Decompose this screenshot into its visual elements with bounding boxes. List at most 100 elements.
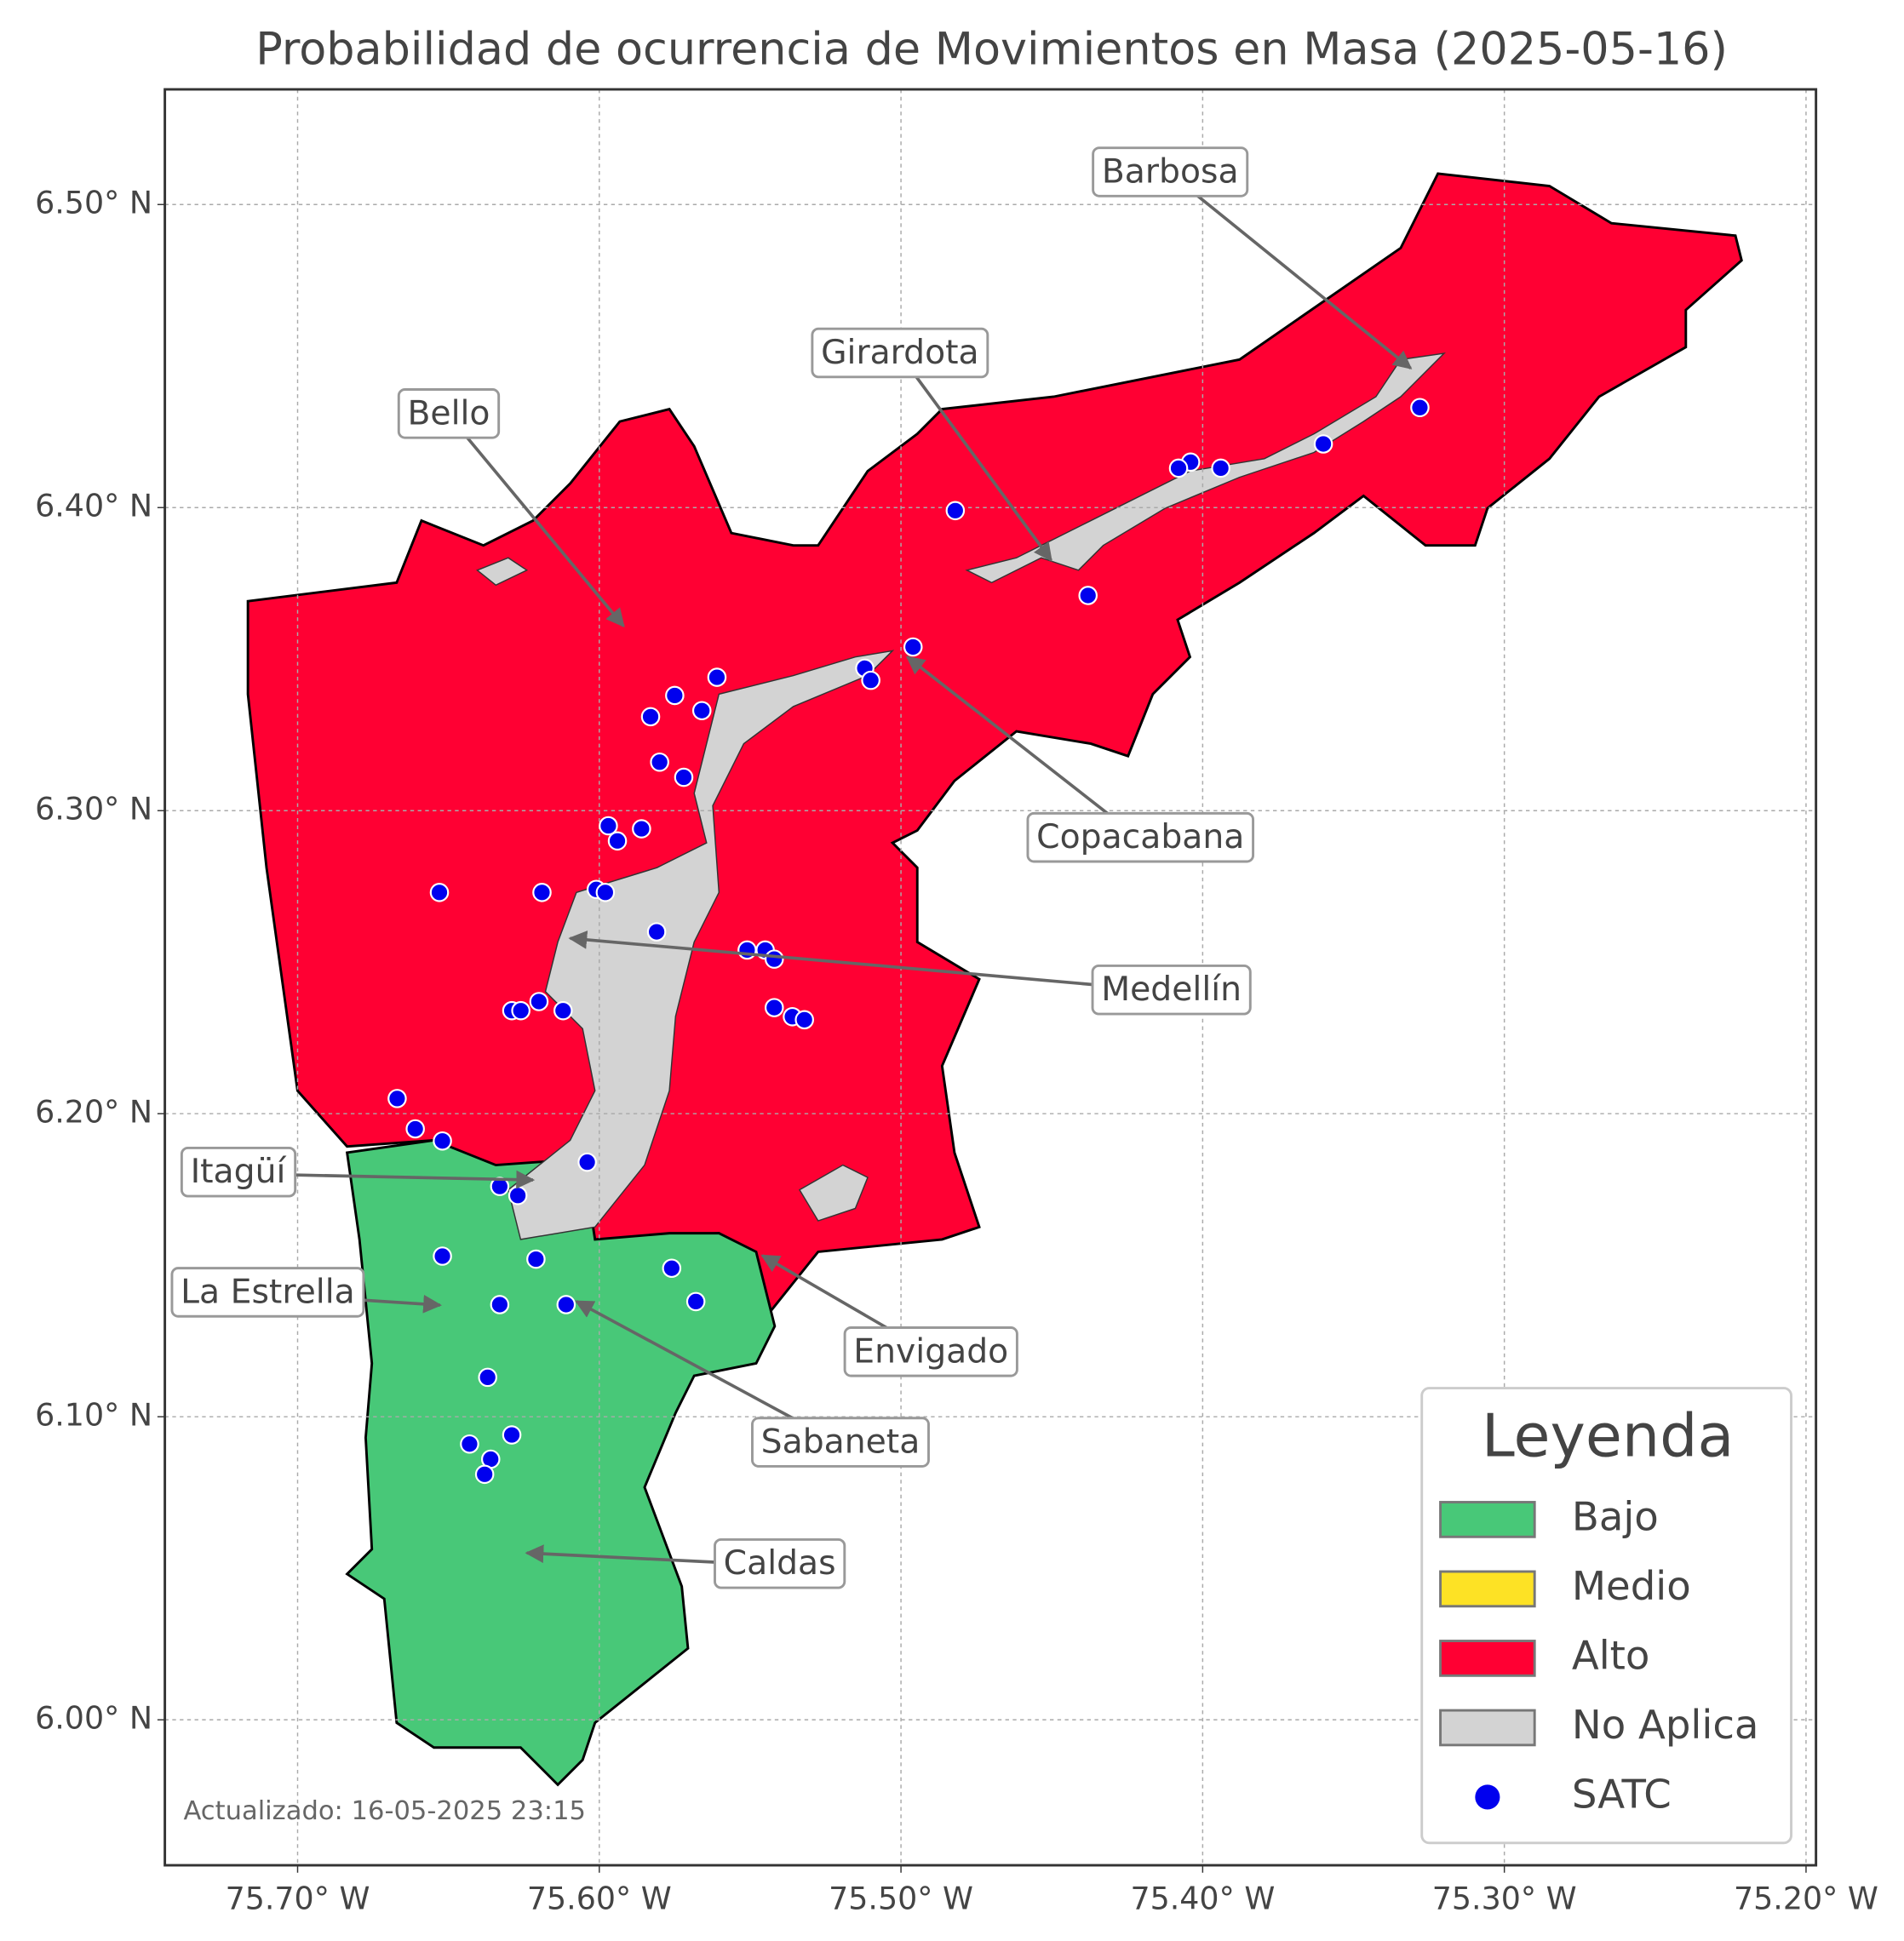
no-aplica-region xyxy=(476,557,529,587)
legend-label: Alto xyxy=(1572,1632,1650,1678)
annotation-box xyxy=(170,1267,365,1318)
satc-station xyxy=(861,670,880,690)
legend-swatch xyxy=(1439,1709,1536,1747)
no-aplica-region xyxy=(508,650,895,1240)
y-tick-label: 6.20° N xyxy=(35,1094,152,1131)
satc-station xyxy=(433,1246,452,1266)
satc-station xyxy=(405,1119,425,1139)
satc-station xyxy=(945,501,966,521)
annotation-arrow xyxy=(898,353,1052,562)
satc-station xyxy=(511,1000,530,1021)
annotation-box xyxy=(180,1146,297,1198)
satc-station xyxy=(665,685,685,706)
annotation-arrow xyxy=(1169,172,1413,369)
annotation-arrow xyxy=(447,414,625,627)
legend-label: SATC xyxy=(1572,1771,1672,1817)
annotation-box xyxy=(843,1326,1018,1377)
legend-label: Bajo xyxy=(1572,1493,1659,1539)
legend-label: No Aplica xyxy=(1572,1702,1759,1748)
satc-station xyxy=(526,1249,546,1269)
y-tick-label: 6.30° N xyxy=(35,791,152,827)
x-tick-label: 75.70° W xyxy=(226,1880,370,1916)
satc-station xyxy=(577,1152,597,1172)
satc-station xyxy=(433,1131,452,1151)
satc-station xyxy=(691,701,712,721)
satc-station xyxy=(1078,586,1098,605)
satc-station xyxy=(764,998,784,1017)
annotation-box xyxy=(811,327,989,379)
satc-station xyxy=(685,1291,706,1312)
satc-station xyxy=(490,1295,510,1314)
satc-station xyxy=(607,831,628,851)
satc-station xyxy=(502,1425,522,1445)
satc-station xyxy=(903,637,923,657)
map-title: Probabilidad de ocurrencia de Movimiento… xyxy=(255,23,1728,75)
annotation-arrow xyxy=(905,656,1142,841)
legend-marker xyxy=(1475,1784,1500,1810)
x-tick-label: 75.20° W xyxy=(1734,1880,1878,1916)
annotation-box xyxy=(1091,964,1252,1016)
x-tick-label: 75.30° W xyxy=(1432,1880,1577,1916)
satc-station xyxy=(662,1258,682,1279)
satc-station xyxy=(707,667,727,687)
satc-station xyxy=(764,949,784,969)
satc-station xyxy=(553,1000,573,1021)
satc-station xyxy=(532,883,552,902)
no-aplica-region xyxy=(965,352,1446,584)
alto-region xyxy=(246,172,1743,1316)
annotation-box xyxy=(714,1537,846,1589)
y-tick-label: 6.00° N xyxy=(35,1700,152,1737)
bajo-region xyxy=(345,1138,777,1787)
municipality-label: Envigado xyxy=(853,1332,1008,1371)
x-tick-label: 75.50° W xyxy=(829,1880,973,1916)
y-tick-label: 6.10° N xyxy=(35,1397,152,1434)
municipality-label: Sabaneta xyxy=(761,1423,920,1462)
satc-station xyxy=(674,767,694,787)
x-tick-label: 75.40° W xyxy=(1130,1880,1275,1916)
annotation-box xyxy=(751,1417,930,1468)
municipality-label: Caldas xyxy=(724,1544,836,1583)
satc-station xyxy=(508,1186,528,1205)
footnote: Actualizado: 16-05-2025 23:15 xyxy=(183,1796,586,1826)
x-tick-label: 75.60° W xyxy=(527,1880,672,1916)
satc-station xyxy=(429,883,450,902)
satc-station xyxy=(529,992,549,1011)
satc-station xyxy=(478,1367,497,1388)
satc-station xyxy=(632,819,651,839)
satc-station xyxy=(599,816,618,836)
municipality-label: Copacabana xyxy=(1036,818,1244,856)
satc-station xyxy=(1313,434,1333,454)
no-aplica-region xyxy=(798,1164,869,1222)
annotation-box xyxy=(397,388,501,439)
municipality-label: Bello xyxy=(407,394,490,432)
municipality-label: Barbosa xyxy=(1102,152,1239,191)
municipality-label: Medellín xyxy=(1101,970,1242,1009)
legend-swatch xyxy=(1439,1640,1536,1677)
satc-station xyxy=(646,922,667,942)
satc-station xyxy=(460,1434,479,1454)
municipality-label: Girardota xyxy=(821,334,979,372)
legend-swatch xyxy=(1439,1501,1536,1538)
satc-station xyxy=(387,1089,407,1108)
satc-station xyxy=(1211,458,1230,478)
annotation-box xyxy=(1092,146,1249,198)
satc-station xyxy=(794,1010,814,1030)
regions xyxy=(246,172,1743,1787)
plot-frame xyxy=(163,88,1818,1867)
satc-station xyxy=(474,1464,495,1485)
municipality-label: Itagüí xyxy=(191,1153,287,1191)
y-tick-label: 6.50° N xyxy=(35,185,152,221)
annotation-arrow xyxy=(568,930,1172,993)
y-tick-label: 6.40° N xyxy=(35,488,152,524)
legend-label: Medio xyxy=(1572,1563,1691,1609)
satc-station xyxy=(640,707,661,727)
satc-station xyxy=(737,940,757,960)
legend-title: Leyenda xyxy=(1482,1402,1734,1471)
satc-station xyxy=(1168,458,1189,478)
municipality-label: La Estrella xyxy=(181,1273,355,1311)
legend-swatch xyxy=(1439,1570,1536,1608)
annotation-box xyxy=(1026,811,1255,863)
satc-station xyxy=(595,883,616,902)
